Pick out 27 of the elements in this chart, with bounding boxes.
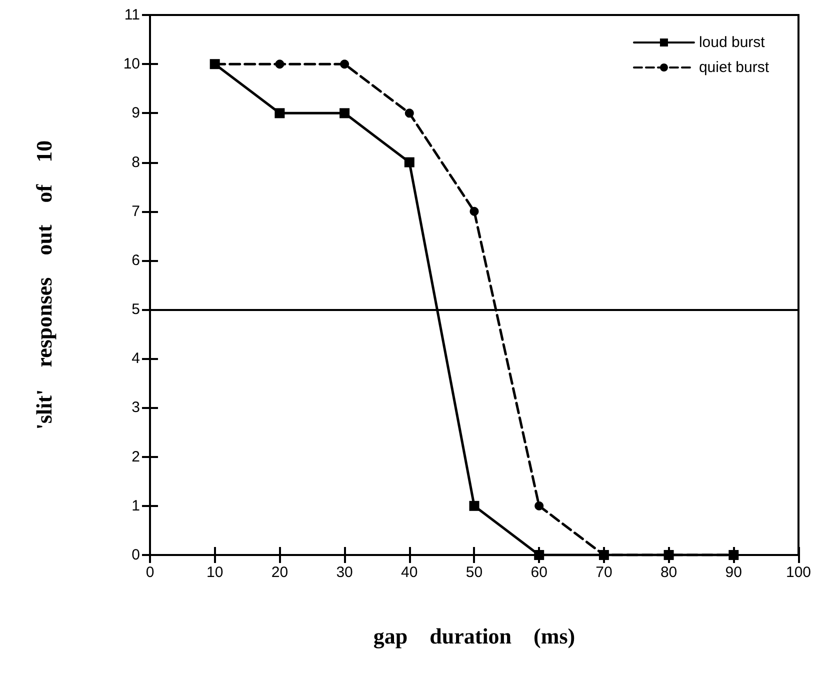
y-tick-label: 3 xyxy=(132,399,140,416)
y-tick-label: 8 xyxy=(132,154,140,171)
y-tick-label: 2 xyxy=(132,448,140,466)
y-tick-label: 7 xyxy=(132,202,140,220)
x-tick-label: 20 xyxy=(271,564,288,581)
x-tick-label: 80 xyxy=(660,564,678,581)
y-tick-label: 11 xyxy=(124,6,140,24)
y-tick-label: 1 xyxy=(132,497,140,514)
legend-label: quiet burst xyxy=(698,59,770,76)
y-tick-label: 9 xyxy=(132,104,140,122)
x-tick-label: 0 xyxy=(146,564,154,581)
legend-label: loud burst xyxy=(698,34,766,51)
x-axis-title: gap duration (ms) xyxy=(373,624,576,648)
x-tick-label: 100 xyxy=(786,564,811,581)
x-tick-label: 60 xyxy=(530,564,548,581)
x-tick-label: 70 xyxy=(596,564,612,581)
x-tick-label: 10 xyxy=(206,564,224,581)
y-tick-label: 5 xyxy=(132,301,140,318)
x-tick-label: 40 xyxy=(401,564,418,581)
x-tick-label: 30 xyxy=(336,564,353,581)
y-tick-label: 10 xyxy=(123,56,140,73)
x-tick-label: 50 xyxy=(466,564,483,581)
y-tick-label: 4 xyxy=(132,350,140,368)
x-tick-label: 90 xyxy=(725,564,742,581)
y-tick-label: 6 xyxy=(132,252,140,269)
y-axis-title: 'slit' responses out of 10 xyxy=(32,140,56,430)
y-tick-label: 0 xyxy=(132,546,140,564)
